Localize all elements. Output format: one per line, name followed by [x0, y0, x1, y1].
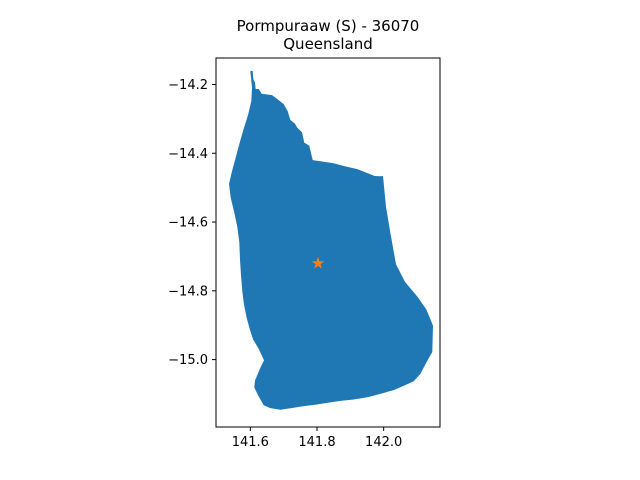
y-axis: −14.2 −14.4 −14.6 −14.8 −15.0	[168, 78, 216, 368]
axes-frame	[215, 57, 441, 428]
map-subtitle: Queensland	[283, 35, 372, 53]
x-tick-label: 141.6	[232, 435, 269, 450]
x-axis: 141.6 141.8 142.0	[232, 427, 402, 450]
region-shape	[229, 70, 433, 410]
y-tick-label: −14.6	[168, 216, 208, 231]
y-tick-label: −14.4	[168, 147, 208, 162]
x-tick-label: 141.8	[298, 435, 335, 450]
y-tick-label: −14.8	[168, 284, 208, 299]
centroid-star-marker	[311, 256, 325, 269]
x-tick-label: 142.0	[365, 435, 402, 450]
map-title: Pormpuraaw (S) - 36070	[237, 17, 420, 35]
y-tick-label: −14.2	[168, 78, 208, 93]
y-tick-label: −15.0	[168, 353, 208, 368]
plot-area	[229, 70, 433, 410]
